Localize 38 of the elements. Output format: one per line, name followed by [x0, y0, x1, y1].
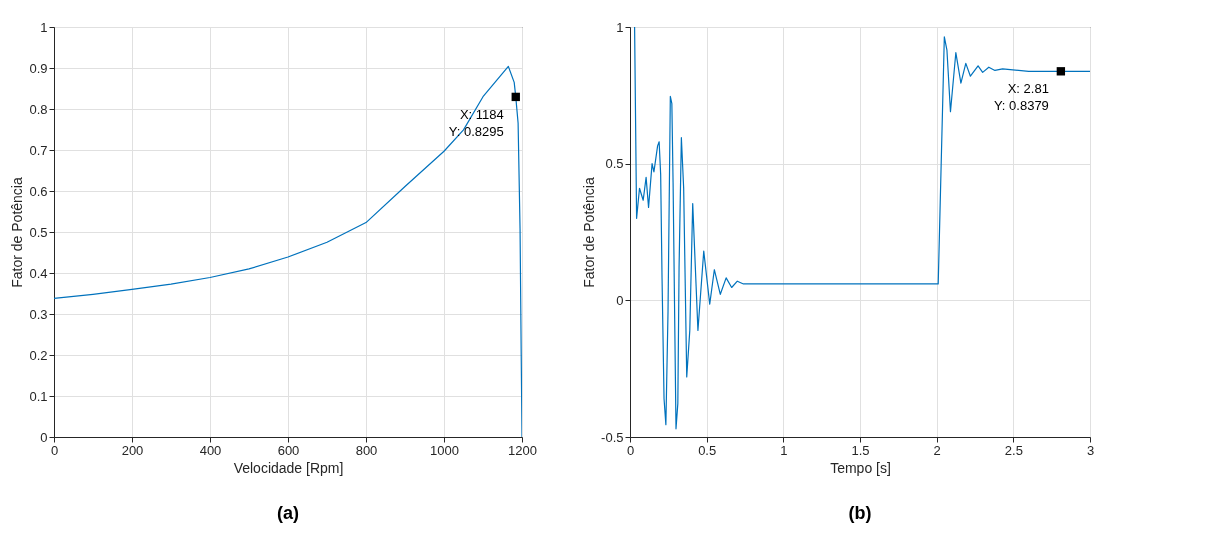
annotation: X: 2.81 Y: 0.8379 [993, 81, 1049, 114]
line-series [634, 27, 1090, 430]
x-tick-label: 1 [780, 442, 788, 458]
x-tick-label: 1.5 [851, 442, 870, 458]
y-tick-label: 1 [616, 19, 624, 35]
y-tick-label: 0.1 [29, 388, 48, 404]
annotation: X: 1184 Y: 0.8295 [448, 106, 504, 139]
y-tick-label: 0.2 [29, 347, 48, 363]
x-axis-title: Velocidade [Rpm] [233, 459, 344, 476]
x-tick-label: 1000 [430, 442, 459, 458]
y-axis-title: Fator de Potência [9, 177, 26, 288]
y-tick-label: 0.6 [29, 183, 48, 199]
y-tick-label: 0.8 [29, 101, 48, 117]
y-axis-title: Fator de Potência [581, 177, 598, 288]
x-tick-label: 0.5 [698, 442, 717, 458]
x-tick-label: 400 [199, 442, 222, 458]
x-tick-label: 600 [277, 442, 300, 458]
x-tick-label: 200 [121, 442, 144, 458]
x-axis-title: Tempo [s] [830, 459, 891, 476]
y-tick-label: 1 [40, 19, 48, 35]
y-tick-label: 0.7 [29, 142, 48, 158]
y-tick-label: 0 [40, 429, 48, 445]
x-tick-label: 0 [626, 442, 635, 458]
y-tick-label: 0.3 [29, 306, 48, 322]
y-tick-label: 0 [616, 292, 624, 308]
y-tick-label: 0.9 [29, 60, 48, 76]
y-tick-label: 0.5 [29, 224, 48, 240]
x-tick-label: 3 [1086, 442, 1095, 458]
x-tick-label: 1200 [508, 442, 537, 458]
x-tick-label: 800 [355, 442, 378, 458]
text: (a) [277, 503, 299, 523]
y-tick-label: -0.5 [601, 429, 624, 445]
x-tick-label: 0 [50, 442, 59, 458]
x-tick-label: 2 [933, 442, 941, 458]
x-tick-label: 2.5 [1004, 442, 1023, 458]
y-tick-label: 0.4 [29, 265, 48, 281]
y-tick-label: 0.5 [605, 156, 624, 172]
text: (b) [848, 503, 872, 523]
